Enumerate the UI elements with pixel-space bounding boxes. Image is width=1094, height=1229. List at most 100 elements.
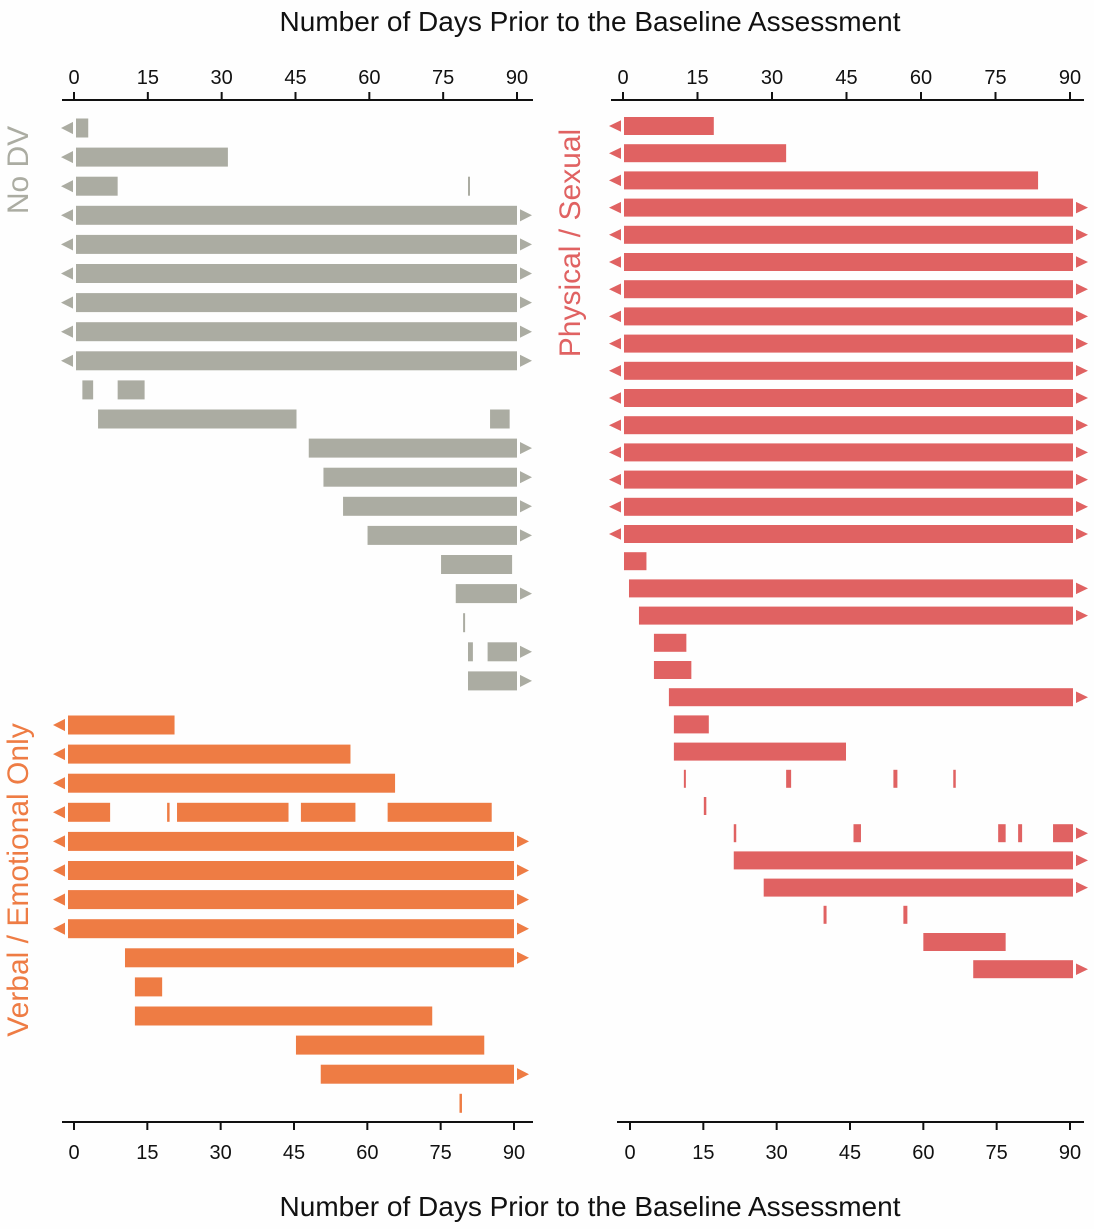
tick-label: 15: [692, 1142, 714, 1164]
participant-row: [320, 1064, 529, 1084]
participant-row: [61, 234, 532, 254]
right-arrow: [520, 645, 532, 658]
left-arrow: [53, 893, 65, 906]
bar-segment: [624, 443, 1073, 462]
bar-segment: [653, 633, 687, 652]
bar-segment: [320, 1064, 514, 1084]
tick-label: 0: [624, 1142, 635, 1164]
participant-row: [53, 773, 396, 793]
bar-segment: [624, 389, 1073, 407]
participant-row: [61, 351, 532, 371]
bar-segment: [308, 438, 517, 458]
left-arrow: [609, 201, 621, 214]
bar-segment: [823, 905, 827, 924]
tick-label: 75: [986, 1142, 1008, 1164]
tick-label: 30: [211, 67, 233, 89]
participant-row: [61, 205, 532, 225]
left-arrow: [53, 806, 65, 819]
participant-row: [53, 715, 175, 735]
participant-row: [628, 579, 1088, 598]
left-arrow: [609, 365, 621, 377]
tick-label: 30: [766, 1142, 788, 1164]
bar-segment: [167, 802, 170, 822]
bar-segment: [76, 234, 517, 254]
left-arrow: [53, 718, 65, 732]
right-arrow: [517, 951, 529, 964]
participant-row: [53, 861, 529, 880]
right-arrow: [1076, 310, 1088, 323]
axis-bottom-right: 0 15 30 45 60 75 90: [617, 1121, 1084, 1164]
right-arrow: [520, 674, 532, 687]
bar-segment: [733, 851, 1073, 870]
right-arrow: [520, 325, 532, 338]
participant-row: [53, 802, 492, 822]
bar-segment: [468, 642, 473, 662]
tick-label: 15: [137, 67, 159, 89]
bar-segment: [673, 742, 847, 761]
bar-segment: [953, 769, 956, 788]
bars: [53, 117, 1088, 1113]
bar-segment: [673, 715, 709, 734]
participant-row: [367, 525, 532, 545]
bar-segment: [638, 606, 1073, 625]
participant-row: [134, 977, 163, 997]
tick-label: 60: [912, 1142, 934, 1164]
right-arrow: [1076, 256, 1088, 268]
left-arrow: [609, 337, 621, 350]
participant-row: [609, 334, 1088, 353]
left-arrow: [53, 922, 65, 935]
right-arrow: [520, 267, 532, 280]
bar-segment: [459, 1093, 462, 1113]
group-label-no_dv: No DV: [2, 126, 35, 214]
tick-label: 0: [617, 67, 628, 89]
right-arrow: [1076, 854, 1088, 867]
bar-segment: [624, 198, 1073, 217]
participant-row: [124, 948, 529, 968]
participant-row: [53, 919, 529, 939]
right-arrow: [1076, 691, 1088, 703]
bar-segment: [624, 552, 647, 571]
axis-bottom-left: 0 15 30 45 60 75 90: [62, 1121, 533, 1164]
bar-segment: [487, 642, 517, 662]
group-no_dv: [61, 118, 532, 691]
bar-segment: [117, 380, 145, 400]
right-arrow: [1076, 337, 1088, 350]
bar-segment: [624, 525, 1073, 543]
bar-segment: [68, 802, 111, 822]
bar-segment: [786, 769, 792, 788]
participant-row: [923, 933, 1006, 951]
left-arrow: [609, 446, 621, 459]
group-label-verbal: Verbal / Emotional Only: [2, 723, 35, 1037]
right-arrow: [1076, 881, 1088, 894]
right-arrow: [520, 471, 532, 484]
left-arrow: [61, 209, 73, 222]
participant-row: [609, 361, 1088, 380]
bar-segment: [98, 409, 297, 429]
tick-label: 30: [210, 1142, 232, 1164]
tick-label: 60: [356, 1142, 378, 1164]
right-arrow: [520, 354, 532, 367]
bar-segment: [300, 802, 356, 822]
tick-label: 75: [430, 1142, 452, 1164]
bar-segment: [703, 797, 707, 815]
tick-label: 0: [68, 1142, 79, 1164]
right-arrow: [1076, 229, 1088, 241]
participant-row: [61, 293, 532, 313]
participant-row: [638, 606, 1088, 625]
left-arrow: [609, 283, 621, 295]
bar-segment: [177, 802, 289, 822]
left-arrow: [609, 120, 621, 132]
bar-segment: [733, 824, 737, 843]
bar-segment: [1018, 824, 1023, 843]
participant-row: [609, 117, 714, 135]
bar-segment: [68, 744, 351, 764]
bar-segment: [624, 470, 1073, 489]
tick-label: 90: [503, 1142, 525, 1164]
participant-row: [441, 555, 513, 574]
bar-segment: [124, 948, 514, 968]
left-arrow: [61, 354, 73, 367]
bar-segment: [624, 280, 1073, 299]
participant-row: [973, 960, 1088, 979]
bar-segment: [68, 861, 514, 880]
